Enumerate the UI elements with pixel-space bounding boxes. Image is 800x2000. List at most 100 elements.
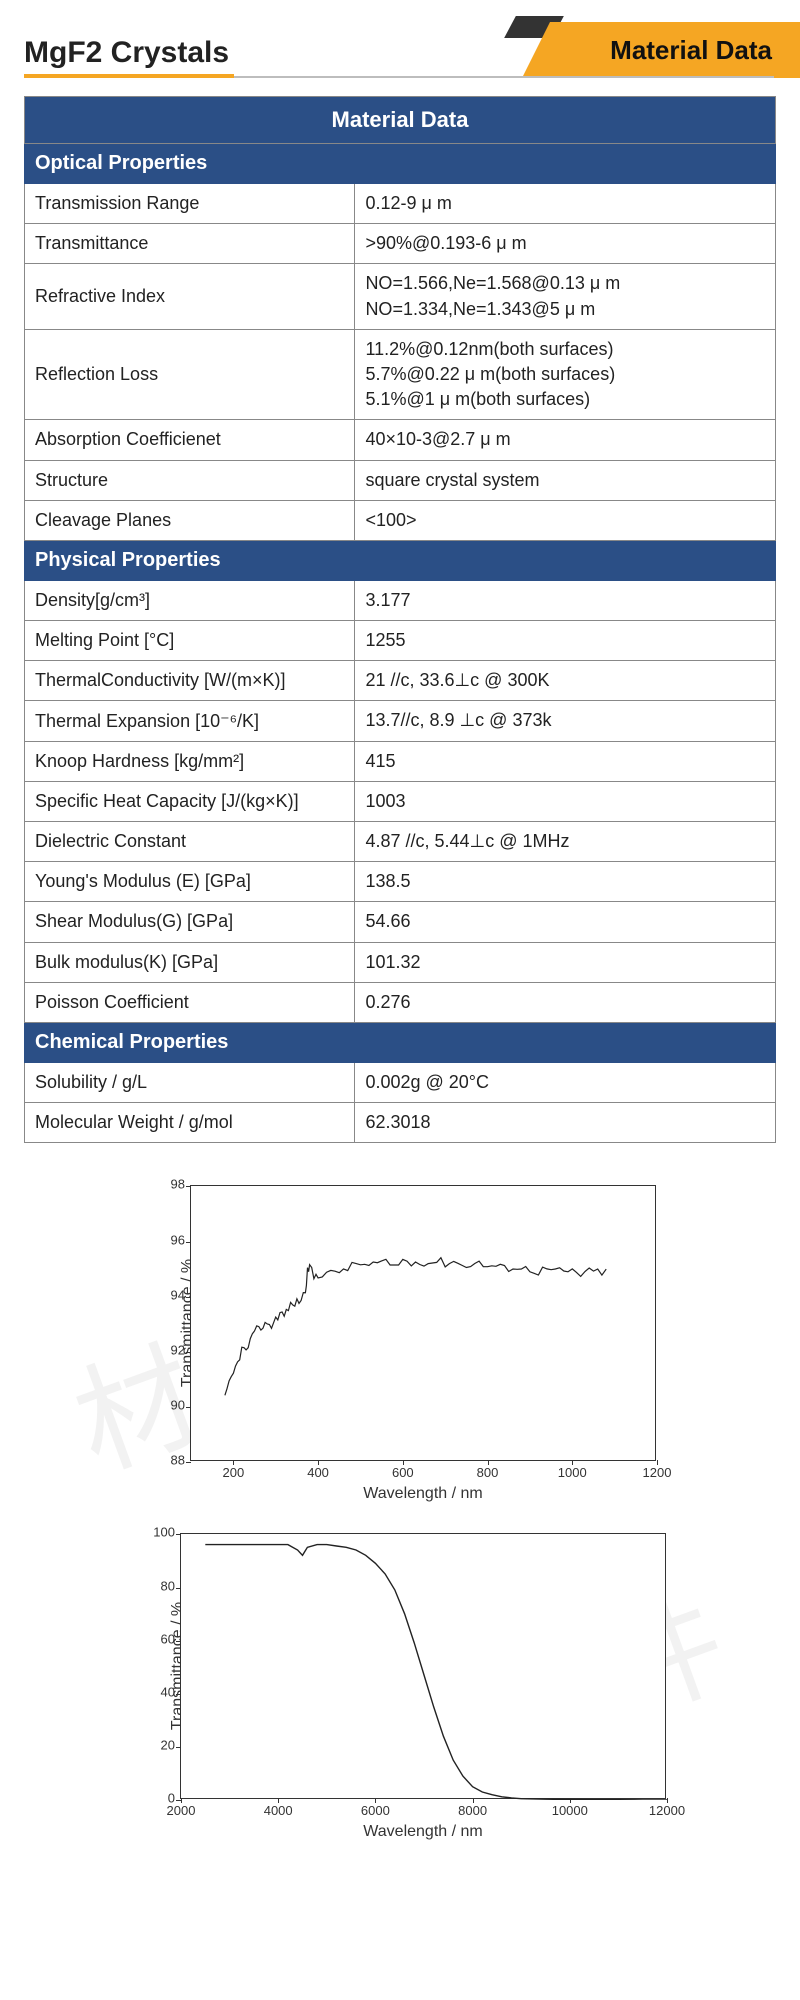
property-value-line: 0.002g @ 20°C (365, 1070, 765, 1095)
property-value: 0.12-9 μ m (355, 184, 776, 224)
table-row: Poisson Coefficient0.276 (25, 982, 776, 1022)
property-label: Poisson Coefficient (25, 982, 355, 1022)
material-data-table: Material Data Optical PropertiesTransmis… (24, 96, 776, 1143)
property-value: 13.7//c, 8.9 ⊥c @ 373k (355, 701, 776, 741)
property-value: 138.5 (355, 862, 776, 902)
property-value-line: 3.177 (365, 588, 765, 613)
badge-label: Material Data (610, 35, 772, 66)
property-value: 54.66 (355, 902, 776, 942)
property-value-line: 54.66 (365, 909, 765, 934)
property-value: 4.87 //c, 5.44⊥c @ 1MHz (355, 822, 776, 862)
x-tick-label: 12000 (649, 1803, 685, 1818)
y-tick-label: 0 (143, 1791, 175, 1806)
table-row: Specific Heat Capacity [J/(kg×K)] 1003 (25, 781, 776, 821)
table-row: Cleavage Planes<100> (25, 500, 776, 540)
property-value-line: <100> (365, 508, 765, 533)
charts-area: 材料 Transmittance / %20040060080010001200… (0, 1153, 800, 1889)
y-tick-mark (176, 1800, 181, 1801)
table-row: Bulk modulus(K) [GPa]101.32 (25, 942, 776, 982)
y-tick-label: 96 (153, 1232, 185, 1247)
y-tick-label: 88 (153, 1453, 185, 1468)
property-value-line: 5.1%@1 μ m(both surfaces) (365, 387, 765, 412)
property-value-line: 415 (365, 749, 765, 774)
table-row: Density[g/cm³] 3.177 (25, 580, 776, 620)
property-value-line: 1003 (365, 789, 765, 814)
property-value: 3.177 (355, 580, 776, 620)
property-label: Refractive Index (25, 264, 355, 329)
table-row: Melting Point [°C] 1255 (25, 621, 776, 661)
table-row: Dielectric Constant 4.87 //c, 5.44⊥c @ 1M… (25, 822, 776, 862)
page-header: MgF2 Crystals Material Data (0, 0, 800, 78)
property-value-line: 13.7//c, 8.9 ⊥c @ 373k (365, 708, 765, 733)
property-label: Thermal Expansion [10⁻⁶/K] (25, 701, 355, 741)
property-value-line: 4.87 //c, 5.44⊥c @ 1MHz (365, 829, 765, 854)
badge-accent (504, 16, 564, 38)
x-tick-label: 1200 (643, 1465, 672, 1480)
curve-svg (191, 1186, 657, 1462)
transmittance-chart-uv-vis: 材料 Transmittance / %20040060080010001200… (130, 1173, 670, 1503)
property-value-line: >90%@0.193-6 μ m (365, 231, 765, 256)
table-row: ThermalConductivity [W/(m×K)]21 //c, 33.… (25, 661, 776, 701)
property-label: ThermalConductivity [W/(m×K)] (25, 661, 355, 701)
transmittance-curve (225, 1258, 606, 1396)
table-row: Transmission Range0.12-9 μ m (25, 184, 776, 224)
property-label: Absorption Coefficienet (25, 420, 355, 460)
property-value: 21 //c, 33.6⊥c @ 300K (355, 661, 776, 701)
table-row: Structure square crystal system (25, 460, 776, 500)
x-tick-label: 6000 (361, 1803, 390, 1818)
property-value-line: 5.7%@0.22 μ m(both surfaces) (365, 362, 765, 387)
material-data-badge: Material Data (550, 22, 800, 78)
x-tick-label: 400 (307, 1465, 329, 1480)
y-tick-label: 90 (153, 1398, 185, 1413)
table-row: Refractive IndexNO=1.566,Ne=1.568@0.13 μ… (25, 264, 776, 329)
property-value-line: NO=1.334,Ne=1.343@5 μ m (365, 297, 765, 322)
property-label: Dielectric Constant (25, 822, 355, 862)
section-header: Chemical Properties (25, 1022, 776, 1062)
property-value: 11.2%@0.12nm(both surfaces)5.7%@0.22 μ m… (355, 329, 776, 420)
property-value: <100> (355, 500, 776, 540)
property-value-line: 40×10-3@2.7 μ m (365, 427, 765, 452)
property-value-line: 101.32 (365, 950, 765, 975)
section-header: Optical Properties (25, 144, 776, 184)
section-header-label: Chemical Properties (25, 1022, 776, 1062)
material-data-table-wrap: Material Data Optical PropertiesTransmis… (0, 78, 800, 1153)
property-value: 62.3018 (355, 1103, 776, 1143)
property-value-line: 138.5 (365, 869, 765, 894)
x-axis-label: Wavelength / nm (180, 1823, 666, 1841)
y-tick-label: 80 (143, 1578, 175, 1593)
property-value: NO=1.566,Ne=1.568@0.13 μ mNO=1.334,Ne=1.… (355, 264, 776, 329)
table-row: Transmittance>90%@0.193-6 μ m (25, 224, 776, 264)
table-row: Molecular Weight / g/mol62.3018 (25, 1103, 776, 1143)
y-tick-label: 20 (143, 1738, 175, 1753)
property-label: Density[g/cm³] (25, 580, 355, 620)
table-row: Shear Modulus(G) [GPa]54.66 (25, 902, 776, 942)
property-value: >90%@0.193-6 μ m (355, 224, 776, 264)
property-label: Molecular Weight / g/mol (25, 1103, 355, 1143)
plot-frame: 20004000600080001000012000020406080100 (180, 1533, 666, 1799)
property-value-line: NO=1.566,Ne=1.568@0.13 μ m (365, 271, 765, 296)
property-label: Melting Point [°C] (25, 621, 355, 661)
transmittance-curve (205, 1545, 667, 1800)
property-value: 40×10-3@2.7 μ m (355, 420, 776, 460)
x-tick-label: 8000 (458, 1803, 487, 1818)
property-label: Transmission Range (25, 184, 355, 224)
x-tick-label: 200 (223, 1465, 245, 1480)
x-tick-label: 10000 (552, 1803, 588, 1818)
table-row: Reflection Loss11.2%@0.12nm(both surface… (25, 329, 776, 420)
table-row: Absorption Coefficienet 40×10-3@2.7 μ m (25, 420, 776, 460)
property-label: Structure (25, 460, 355, 500)
table-row: Thermal Expansion [10⁻⁶/K] 13.7//c, 8.9 ⊥… (25, 701, 776, 741)
y-tick-label: 94 (153, 1287, 185, 1302)
y-tick-label: 92 (153, 1342, 185, 1357)
property-value: 101.32 (355, 942, 776, 982)
y-tick-mark (186, 1462, 191, 1463)
property-value-line: square crystal system (365, 468, 765, 493)
section-header-label: Optical Properties (25, 144, 776, 184)
property-label: Reflection Loss (25, 329, 355, 420)
x-tick-label: 4000 (264, 1803, 293, 1818)
y-tick-label: 100 (143, 1525, 175, 1540)
x-tick-label: 800 (477, 1465, 499, 1480)
property-label: Specific Heat Capacity [J/(kg×K)] (25, 781, 355, 821)
property-value-line: 1255 (365, 628, 765, 653)
x-tick-label: 1000 (558, 1465, 587, 1480)
